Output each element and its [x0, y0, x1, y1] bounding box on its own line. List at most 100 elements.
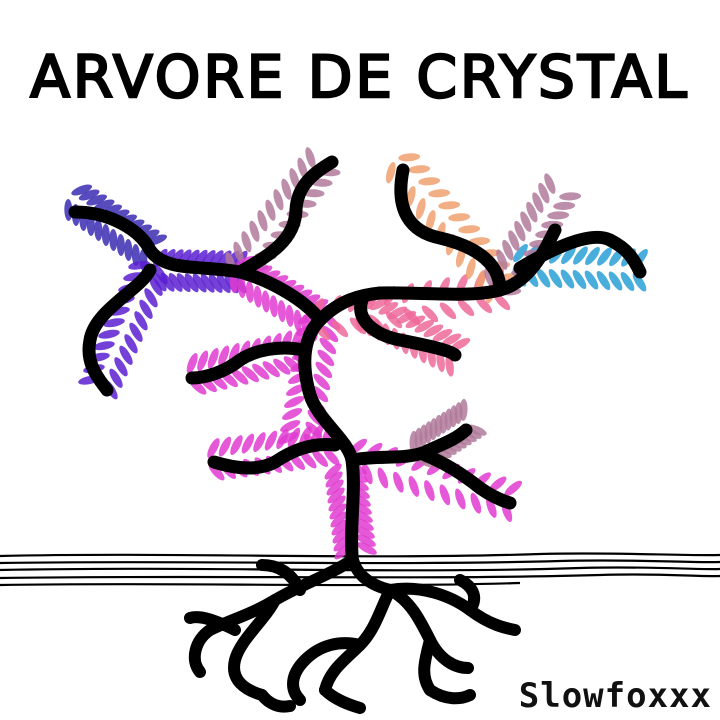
- crystal-leaf: [329, 503, 347, 520]
- crystal-leaf: [241, 231, 252, 253]
- crystal-leaf: [536, 268, 551, 288]
- crystal-leaf: [305, 147, 316, 169]
- crystal-leaf: [101, 223, 110, 246]
- crystal-leaf: [86, 194, 108, 206]
- crystal-leaf: [408, 165, 431, 174]
- ground-lines-icon: [0, 552, 720, 587]
- crystal-leaf: [293, 309, 302, 332]
- crystal-leaf: [253, 285, 262, 308]
- crystal-leaf: [241, 433, 255, 454]
- crystal-leaf: [200, 273, 215, 293]
- crystal-leaf: [405, 315, 426, 329]
- crystal-leaf: [438, 201, 461, 210]
- crystal-leaf: [312, 449, 329, 467]
- crystal-leaf: [302, 189, 325, 198]
- crystal-leaf: [231, 368, 249, 385]
- crystal-leaf: [328, 495, 346, 512]
- crystal-leaf: [470, 492, 482, 514]
- crystal-leaf: [572, 269, 587, 290]
- crystal-leaf: [160, 272, 175, 292]
- crystal-leaf: [237, 276, 246, 299]
- crystal-leaf: [253, 432, 266, 453]
- crystal-leaf: [241, 366, 259, 383]
- crystal-leaf: [93, 341, 115, 351]
- crystal-leaf: [488, 476, 507, 492]
- crystal-leaf: [573, 246, 588, 265]
- crystal-leaf: [94, 218, 103, 241]
- crystal-leaf: [484, 268, 496, 289]
- crystal-leaf: [458, 225, 481, 234]
- crystal-leaf: [186, 352, 198, 374]
- crystal-leaf: [324, 463, 342, 480]
- crystal-leaf: [448, 213, 471, 222]
- crystal-leaf: [465, 258, 476, 280]
- crystal-leaf: [585, 246, 600, 266]
- crystal-leaf: [330, 511, 348, 528]
- crystal-leaf: [393, 471, 404, 493]
- crystal-leaf: [493, 293, 511, 311]
- crystal-leaf: [134, 311, 148, 331]
- crystal-leaf: [109, 228, 118, 251]
- crystal-leaf: [245, 280, 254, 303]
- crystal-leaf: [207, 347, 219, 369]
- crystal-leaf: [414, 319, 435, 333]
- artist-signature: Slowfoxxx: [518, 676, 712, 716]
- tree-icon: [68, 155, 647, 562]
- crystal-leaf: [78, 189, 100, 201]
- crystal-leaf: [119, 345, 133, 365]
- crystal-leaf: [218, 436, 232, 457]
- crystal-leaf: [321, 325, 339, 343]
- crystal-leaf: [459, 398, 468, 421]
- crystal-leaf: [398, 153, 421, 162]
- crystal-leaf: [441, 333, 462, 347]
- crystal-leaf: [257, 210, 268, 232]
- crystal-leaf: [71, 184, 93, 196]
- crystal-leaf: [584, 270, 599, 290]
- crystal-leaf: [264, 430, 278, 451]
- crystal-leaf: [317, 349, 335, 367]
- crystal-leaf: [457, 299, 475, 317]
- crystal-leaf: [208, 273, 223, 293]
- crystal-leaf: [378, 301, 399, 315]
- crystal-leaf: [124, 238, 133, 261]
- crystal-leaf: [265, 199, 276, 221]
- crystal-leaf: [230, 435, 243, 456]
- crystal-leaf: [520, 211, 532, 232]
- crystal-leaf: [439, 484, 451, 506]
- crystal-leaf: [98, 329, 120, 339]
- crystal-leaf: [207, 438, 220, 459]
- crystal-leaf: [168, 272, 183, 292]
- crystal-leaf: [450, 337, 471, 351]
- crystal-leaf: [597, 247, 612, 266]
- crystal-leaf: [261, 290, 270, 313]
- crystal-leaf: [184, 273, 199, 293]
- crystal-leaf: [620, 271, 635, 292]
- crystal-leaf: [93, 199, 115, 211]
- crystal-leaf: [273, 358, 291, 375]
- crystal-leaf: [415, 198, 426, 220]
- crystal-leaf: [331, 320, 349, 338]
- crystal-leaf: [475, 270, 486, 292]
- crystal-leaf: [299, 426, 312, 447]
- crystal-leaf: [432, 328, 453, 342]
- crystal-leaf: [423, 324, 444, 338]
- crystal-leaf: [287, 427, 301, 448]
- crystal-leaf: [538, 182, 550, 204]
- crystal-leaf: [192, 273, 207, 293]
- crystal-leaf: [486, 496, 497, 518]
- crystal-leaf: [502, 239, 514, 261]
- artwork-title: ARVORE DE CRYSTAL: [29, 43, 690, 111]
- crystal-leaf: [425, 210, 436, 232]
- crystal-leaf: [284, 396, 305, 408]
- crystal-leaf: [408, 475, 420, 497]
- crystal-leaf: [428, 189, 451, 198]
- crystal-leaf: [218, 345, 230, 367]
- crystal-leaf: [197, 350, 209, 372]
- crystal-leaf: [362, 463, 373, 485]
- crystal-leaf: [289, 168, 300, 190]
- crystal-leaf: [277, 300, 286, 323]
- crystal-leaf: [553, 201, 576, 210]
- crystal-leaf: [504, 480, 522, 497]
- crystal-leaf: [144, 288, 158, 308]
